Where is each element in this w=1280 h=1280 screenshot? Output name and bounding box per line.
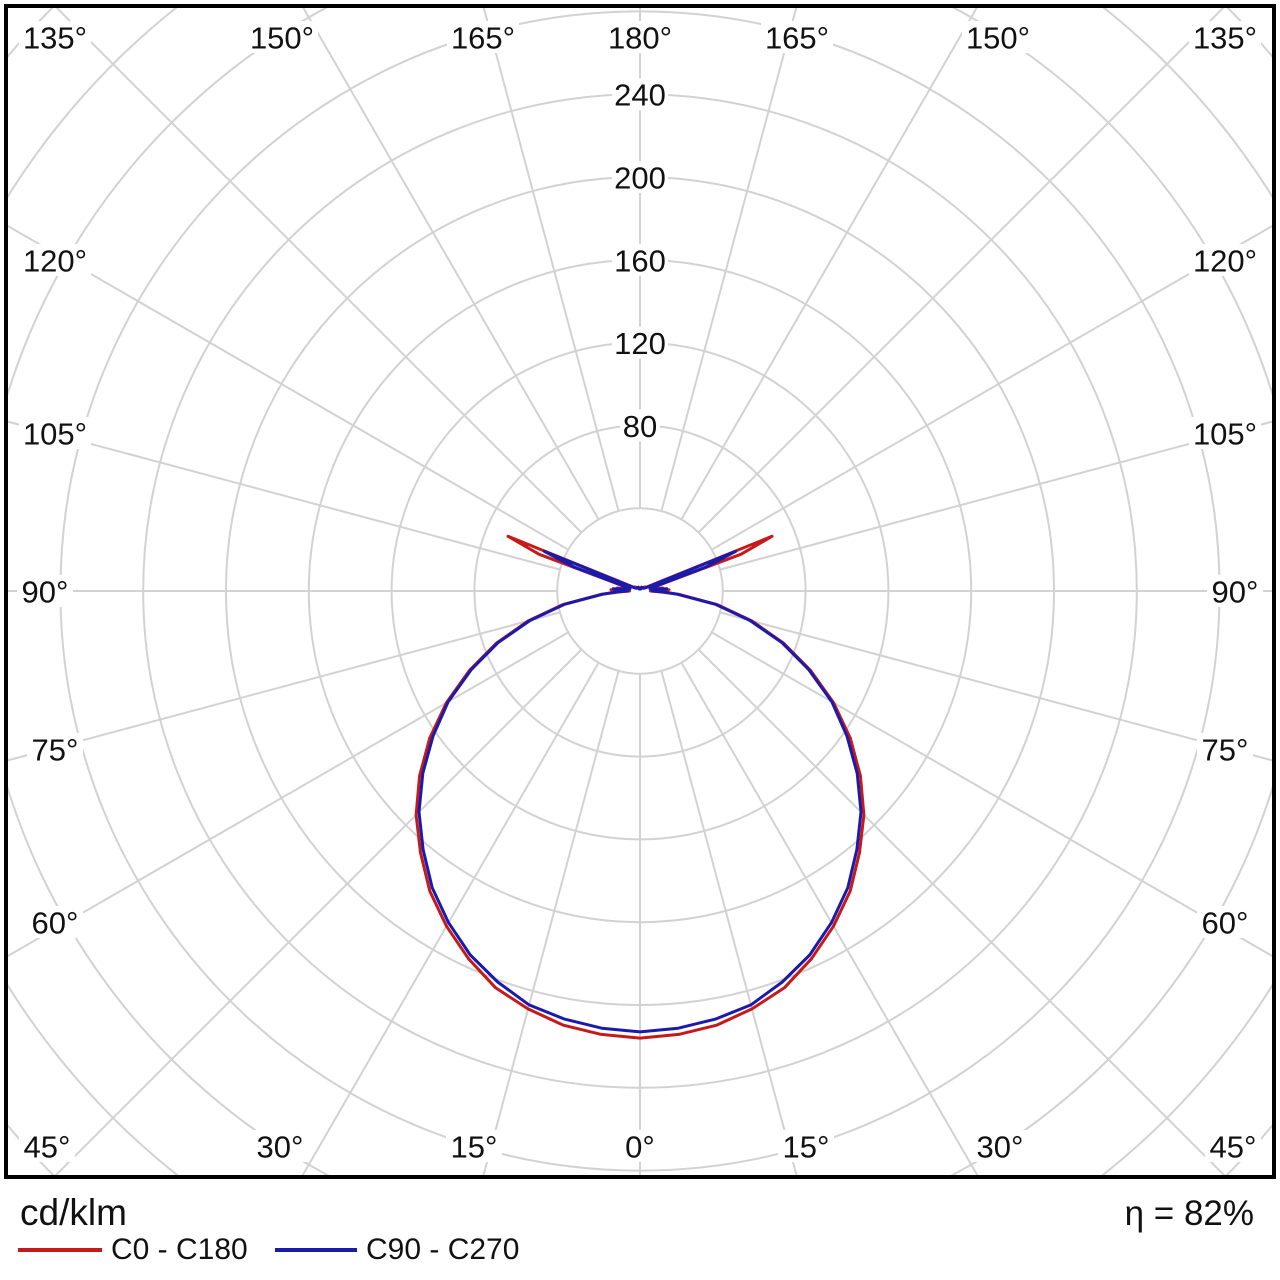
angle-label-top-bg — [246, 21, 318, 53]
angle-label-bottom-bg — [252, 1130, 308, 1162]
angle-label-right-bg — [1189, 417, 1261, 449]
legend-item-c0-c180: C0 - C180 — [18, 1233, 248, 1266]
angle-label-left-bg — [27, 906, 83, 938]
angle-label-top-bg — [604, 21, 676, 53]
grid-ray — [711, 631, 1272, 958]
angle-label-top: 135° — [23, 21, 87, 56]
legend-label-c90-c270: C90 - C270 — [366, 1233, 520, 1266]
angle-label-left: 105° — [23, 417, 87, 452]
angle-label-bottom-bg — [620, 1130, 660, 1162]
efficiency-label: η = 82% — [1124, 1194, 1254, 1233]
angle-label-top-bg — [761, 21, 833, 53]
grid-ray — [719, 611, 1272, 762]
angle-label-right-bg — [1197, 733, 1253, 765]
grid-ray — [680, 662, 979, 1175]
angle-label-left: 75° — [32, 733, 79, 768]
angle-label-top: 165° — [451, 21, 515, 56]
legend-label-c0-c180: C0 - C180 — [111, 1233, 248, 1266]
angle-label-right: 90° — [1212, 575, 1259, 610]
radial-tick-label-bg — [612, 326, 668, 359]
radial-tick-label: 200 — [614, 161, 666, 196]
angle-label-right-bg — [1207, 575, 1263, 607]
angle-label-bottom: 45° — [1210, 1130, 1257, 1165]
series-line-c90-c270 — [417, 549, 863, 1034]
angle-label-bottom: 30° — [257, 1130, 304, 1165]
angle-label-right: 60° — [1202, 906, 1249, 941]
grid-ray — [54, 648, 583, 1175]
angle-label-bottom: 45° — [24, 1130, 71, 1165]
angle-label-bottom: 15° — [783, 1130, 830, 1165]
grid-ray — [482, 670, 620, 1175]
angle-label-right-bg — [1189, 244, 1261, 276]
angle-label-top-bg — [447, 21, 519, 53]
angle-label-bottom: 15° — [451, 1130, 498, 1165]
angle-label-top: 165° — [765, 21, 829, 56]
grid-ray — [680, 8, 978, 520]
radial-tick-label: 160 — [614, 243, 666, 278]
radial-tick-label-bg — [612, 243, 668, 276]
angle-label-right: 105° — [1193, 417, 1257, 452]
angle-label-top: 135° — [1193, 21, 1257, 56]
angle-label-left-bg — [27, 733, 83, 765]
radial-tick-label: 240 — [614, 78, 666, 113]
legend-swatch-c90-c270-line — [275, 1248, 357, 1252]
grid-ray — [301, 662, 600, 1175]
grid-ray — [697, 8, 1225, 534]
angle-label-top-bg — [1189, 21, 1261, 53]
grid-ray — [8, 631, 569, 958]
grid-labels: 80 120 160 200 240 135° 150° 165° 180° 165° 150° 13… — [17, 21, 1263, 1165]
angle-label-left: 90° — [22, 575, 69, 610]
radial-tick-label: 120 — [614, 326, 666, 361]
grid-ray — [660, 8, 798, 512]
angle-label-bottom-bg — [19, 1130, 75, 1162]
angle-label-top: 150° — [966, 21, 1030, 56]
angle-label-left: 120° — [23, 244, 87, 279]
grid-ray — [8, 420, 561, 571]
angle-label-top-bg — [962, 21, 1034, 53]
angle-label-bottom-bg — [972, 1130, 1028, 1162]
angle-label-bottom-bg — [778, 1130, 834, 1162]
angle-label-bottom: 0° — [625, 1130, 655, 1165]
grid-ray — [660, 670, 798, 1175]
angle-label-bottom-bg — [446, 1130, 502, 1162]
grid-circle — [556, 507, 724, 675]
radial-tick-label-bg — [612, 78, 668, 111]
grid-ray — [711, 224, 1272, 551]
legend-swatch-c0-c180-line — [18, 1248, 102, 1252]
angle-label-left: 60° — [32, 906, 79, 941]
angle-label-left-bg — [19, 417, 91, 449]
grid-ray — [55, 8, 583, 534]
angle-label-right: 75° — [1202, 733, 1249, 768]
angle-label-left-bg — [17, 575, 73, 607]
angle-label-top: 150° — [250, 21, 314, 56]
grid-ray — [482, 8, 620, 512]
radial-tick-label-bg — [620, 409, 660, 442]
grid-ray — [8, 224, 569, 551]
radial-tick-label-bg — [612, 161, 668, 193]
angle-label-right: 120° — [1193, 244, 1257, 279]
angle-label-left-bg — [19, 244, 91, 276]
angle-label-top: 180° — [608, 21, 672, 56]
angle-label-bottom-bg — [1205, 1130, 1261, 1162]
plot-frame — [4, 4, 1276, 1179]
grid-ray — [8, 611, 561, 762]
radial-tick-label: 80 — [623, 409, 657, 444]
angle-label-right-bg — [1197, 906, 1253, 938]
grid-ray — [697, 648, 1226, 1175]
angle-label-top-bg — [19, 21, 91, 53]
angle-label-bottom: 30° — [977, 1130, 1024, 1165]
grid-ray — [302, 8, 600, 520]
grid-ray — [719, 420, 1272, 571]
legend-item-c90-c270: C90 - C270 — [275, 1233, 520, 1266]
units-label: cd/klm — [20, 1192, 127, 1233]
